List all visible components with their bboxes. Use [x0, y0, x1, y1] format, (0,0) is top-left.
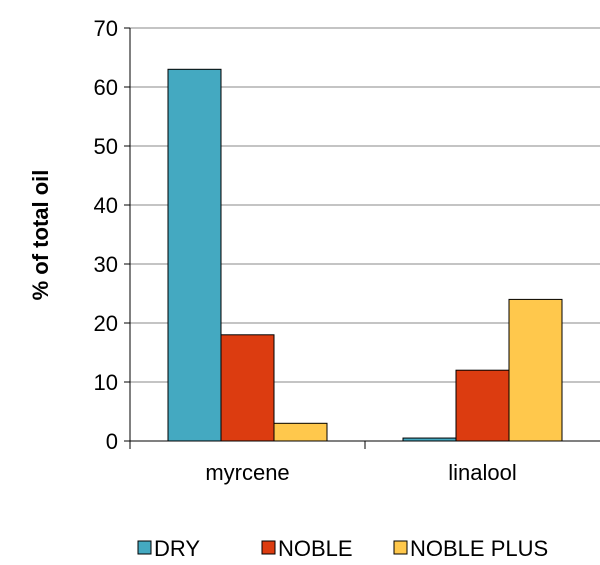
y-tick-label: 30 [94, 252, 118, 277]
legend-label: NOBLE PLUS [410, 536, 548, 560]
axes [124, 27, 600, 449]
legend-label: NOBLE [278, 536, 353, 560]
y-axis-title: % of total oil [28, 170, 53, 301]
labels: 0 10 20 30 40 50 60 70 myrcene linalool [94, 16, 517, 485]
x-category-label: myrcene [205, 460, 289, 485]
bar-noble-myrcene [220, 334, 275, 442]
legend-swatch [137, 540, 152, 555]
bar-noble-plus-linalool [508, 298, 563, 442]
legend-swatch [393, 540, 408, 555]
y-tick-label: 0 [106, 429, 118, 454]
y-tick-label: 60 [94, 75, 118, 100]
legend-label: DRY [154, 536, 200, 560]
y-tick-label: 20 [94, 311, 118, 336]
legend: DRY NOBLE NOBLE PLUS [137, 536, 548, 561]
bar-noble-plus-myrcene [273, 422, 328, 442]
legend-swatch [261, 540, 276, 555]
y-tick-label: 70 [94, 16, 118, 41]
bar-dry-myrcene [167, 68, 222, 442]
x-category-label: linalool [448, 460, 517, 485]
y-tick-label: 40 [94, 193, 118, 218]
bars [167, 68, 563, 442]
y-tick-label: 10 [94, 370, 118, 395]
y-tick-label: 50 [94, 134, 118, 159]
bar-noble-linalool [455, 369, 510, 442]
